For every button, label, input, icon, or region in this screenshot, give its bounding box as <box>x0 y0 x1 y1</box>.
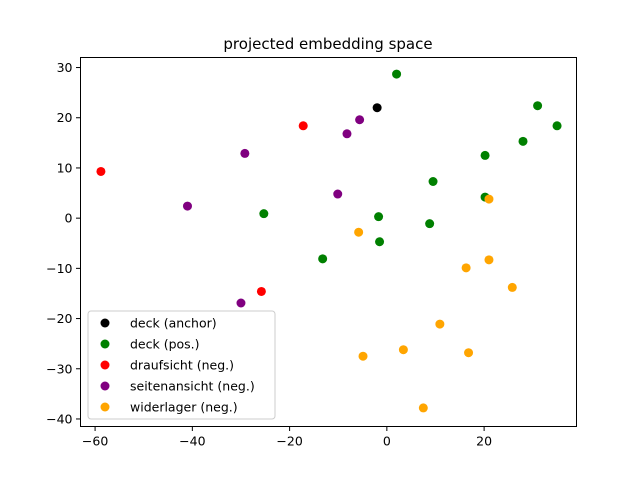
data-point <box>484 194 494 204</box>
data-point <box>182 201 192 211</box>
data-point <box>461 263 471 273</box>
data-point <box>418 403 428 413</box>
data-point <box>96 166 106 176</box>
y-tick-label: −10 <box>46 261 72 276</box>
data-point <box>507 282 517 292</box>
data-point <box>484 255 494 265</box>
y-axis: −40 −30 −20 −10 0 10 20 30 <box>46 60 81 426</box>
legend-marker <box>100 360 110 370</box>
legend-marker <box>100 339 110 349</box>
data-point <box>372 103 382 113</box>
y-tick-label: −20 <box>46 311 72 326</box>
data-point <box>428 177 438 187</box>
y-tick-label: 0 <box>65 211 73 226</box>
data-point <box>425 219 435 229</box>
y-tick-label: 20 <box>57 110 73 125</box>
x-axis: −60 −40 −20 0 20 <box>82 426 492 449</box>
data-point <box>333 189 343 199</box>
y-tick-label: −40 <box>46 411 72 426</box>
data-point <box>435 319 445 329</box>
legend-label: seitenansicht (neg.) <box>130 379 255 394</box>
data-point <box>358 351 368 361</box>
chart-title: projected embedding space <box>223 35 432 53</box>
data-point <box>355 115 365 125</box>
data-point <box>398 345 408 355</box>
data-point <box>518 136 528 146</box>
data-point <box>533 101 543 111</box>
plot-frame <box>80 57 577 427</box>
x-tick-label: −20 <box>276 434 302 449</box>
legend-label: widerlager (neg.) <box>130 400 238 415</box>
data-point <box>354 227 364 237</box>
data-point <box>240 148 250 158</box>
legend-marker <box>100 381 110 391</box>
legend-label: deck (anchor) <box>130 316 217 331</box>
legend-box <box>87 310 276 420</box>
data-point <box>298 121 308 131</box>
x-tick-label: 0 <box>383 434 391 449</box>
data-point <box>342 129 352 139</box>
data-point <box>375 237 385 247</box>
data-point <box>552 121 562 131</box>
y-tick-label: 30 <box>57 60 73 75</box>
data-point <box>259 209 269 219</box>
x-tick-label: 20 <box>476 434 492 449</box>
data-point <box>464 348 474 358</box>
legend-label: deck (pos.) <box>130 337 200 352</box>
data-point <box>256 286 266 296</box>
data-point <box>374 212 384 222</box>
legend-label: draufsicht (neg.) <box>130 358 234 373</box>
data-point <box>480 150 490 160</box>
legend: deck (anchor) deck (pos.) draufsicht (neg.… <box>87 310 276 420</box>
data-point <box>318 254 328 264</box>
plot-area <box>96 69 562 413</box>
y-tick-label: 10 <box>57 160 73 175</box>
data-point <box>236 298 246 308</box>
x-tick-label: −60 <box>82 434 108 449</box>
data-point <box>392 69 402 79</box>
legend-marker <box>100 318 110 328</box>
x-tick-label: −40 <box>179 434 205 449</box>
y-tick-label: −30 <box>46 361 72 376</box>
legend-marker <box>100 402 110 412</box>
